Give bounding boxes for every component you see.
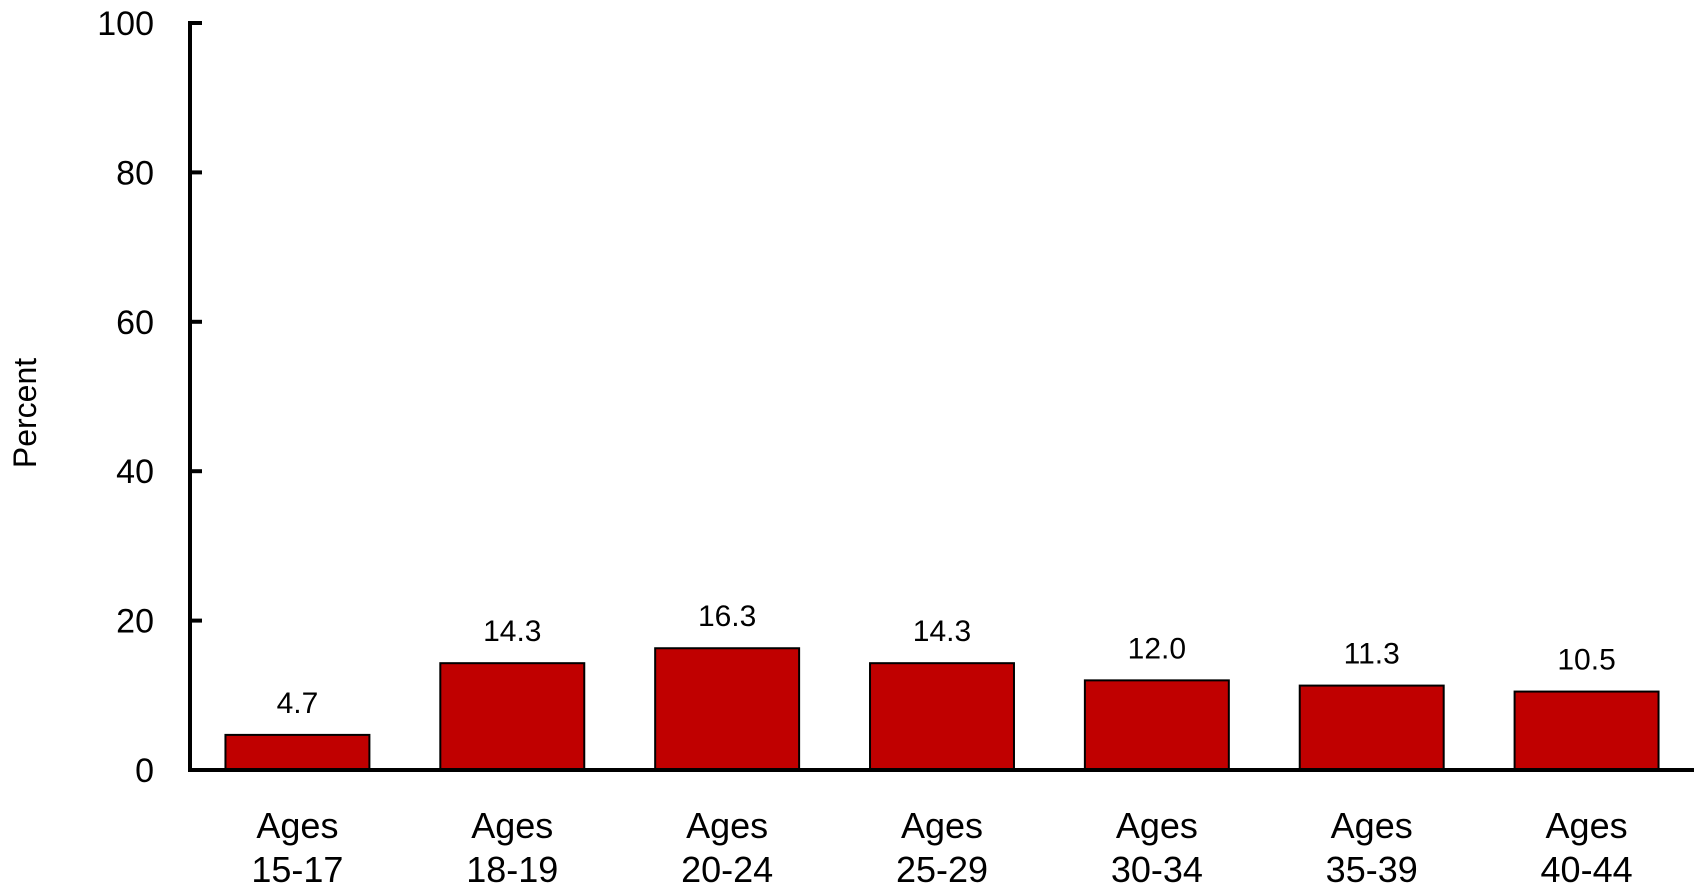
y-tick-label: 40 xyxy=(116,453,154,491)
bar-value-label: 14.3 xyxy=(483,615,541,648)
bar-value-label: 14.3 xyxy=(913,615,971,648)
y-tick-label: 60 xyxy=(116,304,154,342)
x-tick-label-line: Ages xyxy=(1331,805,1413,846)
x-tick-label-line: Ages xyxy=(686,805,768,846)
y-axis-title: Percent xyxy=(7,358,43,468)
bar xyxy=(1083,679,1230,771)
y-tick-label: 80 xyxy=(116,154,154,192)
bar xyxy=(654,647,801,772)
bar-value-label: 10.5 xyxy=(1557,644,1615,677)
y-axis-ticks: 0 20 40 60 80 100 xyxy=(97,5,202,790)
y-tick-label: 0 xyxy=(135,752,154,790)
x-tick-label-line: 25-29 xyxy=(896,849,988,890)
y-tick-label: 100 xyxy=(97,5,154,43)
bars xyxy=(224,647,1660,772)
bar-value-label: 4.7 xyxy=(277,687,319,720)
bar xyxy=(1298,684,1445,771)
bar-value-label: 16.3 xyxy=(698,600,756,633)
bar xyxy=(869,662,1015,772)
bar-value-label: 11.3 xyxy=(1344,638,1400,671)
x-tick-label-line: Ages xyxy=(1116,805,1198,846)
x-tick-label-line: 40-44 xyxy=(1541,849,1633,890)
x-tick-label-line: 30-34 xyxy=(1111,849,1203,890)
x-tick-label-line: Ages xyxy=(1546,805,1628,846)
bar-value-label: 12.0 xyxy=(1128,632,1186,665)
bar xyxy=(224,733,371,771)
x-tick-label-line: 15-17 xyxy=(251,849,343,890)
x-tick-label-line: 18-19 xyxy=(466,849,558,890)
x-tick-label-line: 35-39 xyxy=(1326,849,1418,890)
x-tick-label-line: Ages xyxy=(256,805,338,846)
y-axis-title-group: Percent xyxy=(7,358,43,468)
bar xyxy=(1513,690,1660,771)
data-labels: 4.7 14.3 16.3 14.3 12.0 11.3 10.5 xyxy=(277,600,1616,720)
bar xyxy=(439,662,586,772)
x-tick-label-line: Ages xyxy=(901,805,983,846)
x-tick-label-line: 20-24 xyxy=(681,849,773,890)
x-axis-labels: Ages15-17Ages18-19Ages20-24Ages25-29Ages… xyxy=(251,805,1632,890)
x-tick-label-line: Ages xyxy=(471,805,553,846)
y-tick-label: 20 xyxy=(116,603,154,641)
